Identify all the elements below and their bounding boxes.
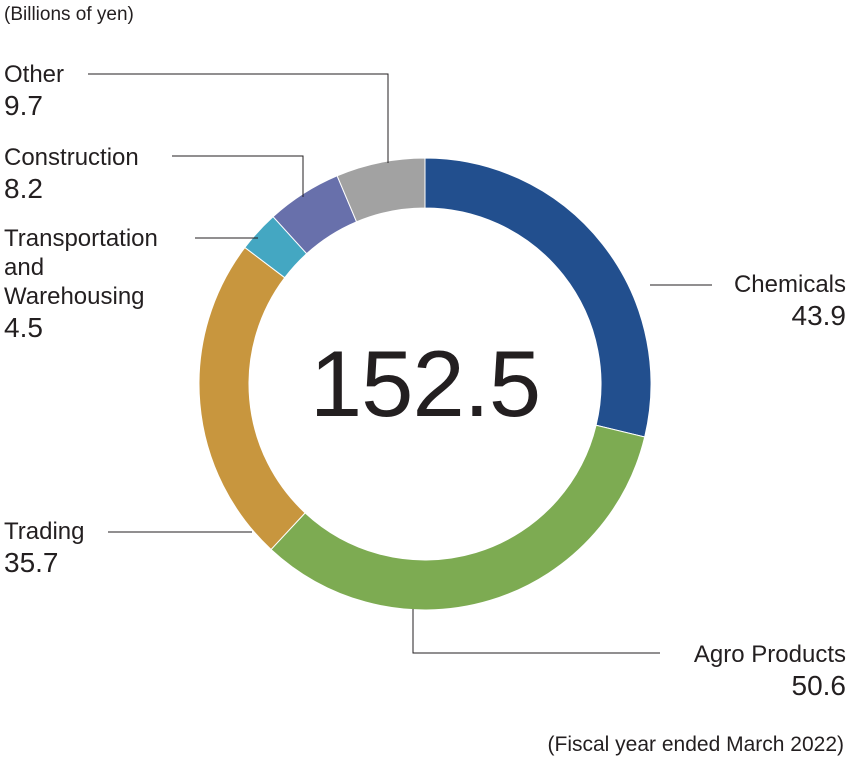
unit-note: (Billions of yen) <box>4 4 134 25</box>
slice-trading <box>198 246 306 551</box>
label-other-name: Other <box>4 61 65 88</box>
label-agro-products: Agro Products 50.6 <box>694 640 846 702</box>
label-chemicals: Chemicals 43.9 <box>734 270 846 332</box>
label-trading: Trading 35.7 <box>4 517 84 579</box>
label-other-value: 9.7 <box>4 90 43 121</box>
footnote: (Fiscal year ended March 2022) <box>547 733 844 756</box>
label-transportation-value: 4.5 <box>4 312 43 343</box>
slice-agro-products <box>270 424 646 611</box>
label-transportation-line2: and <box>4 254 45 281</box>
label-other: Other 9.7 <box>4 60 64 122</box>
label-transportation-line3: Warehousing <box>4 283 145 310</box>
label-trading-value: 35.7 <box>4 547 59 578</box>
label-transportation-line1: Transportation <box>4 225 158 252</box>
leader-agro-products <box>412 609 660 654</box>
label-transportation: Transportation and Warehousing 4.5 <box>4 224 158 344</box>
slice-other <box>336 157 426 223</box>
total-value: 152.5 <box>309 331 541 436</box>
label-construction-name: Construction <box>4 144 139 171</box>
label-agro-products-name: Agro Products <box>693 641 846 668</box>
label-construction: Construction 8.2 <box>4 143 139 205</box>
label-trading-name: Trading <box>4 518 85 545</box>
leader-construction <box>172 155 304 197</box>
leader-lines <box>88 73 712 654</box>
label-chemicals-value: 43.9 <box>791 300 847 331</box>
label-agro-products-value: 50.6 <box>791 670 847 701</box>
label-chemicals-name: Chemicals <box>733 271 846 298</box>
label-construction-value: 8.2 <box>4 173 43 204</box>
leader-other <box>88 73 389 163</box>
donut-slices <box>198 157 652 611</box>
